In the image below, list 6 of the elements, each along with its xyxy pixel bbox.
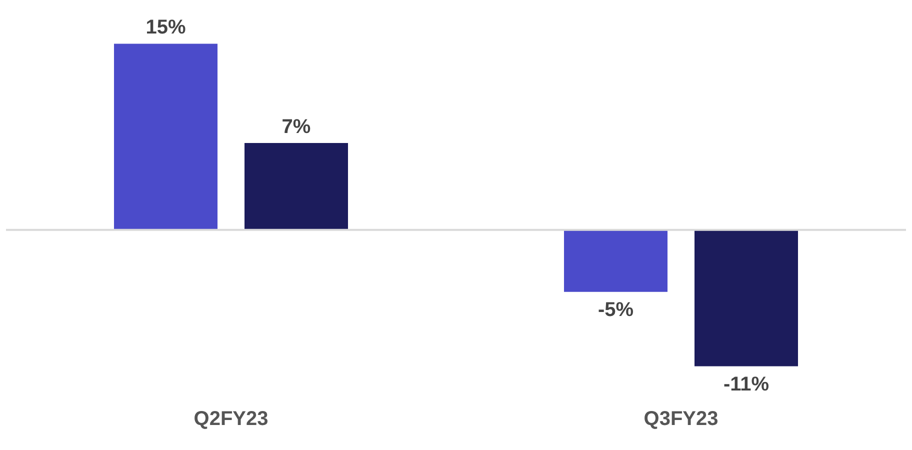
data-label: 7% [282,116,311,138]
x-tick-label: Q3FY23 [644,408,718,430]
x-tick-label: Q2FY23 [194,408,268,430]
data-label: -11% [723,373,770,396]
data-label: -5% [598,298,634,321]
data-label: 15% [146,16,186,39]
